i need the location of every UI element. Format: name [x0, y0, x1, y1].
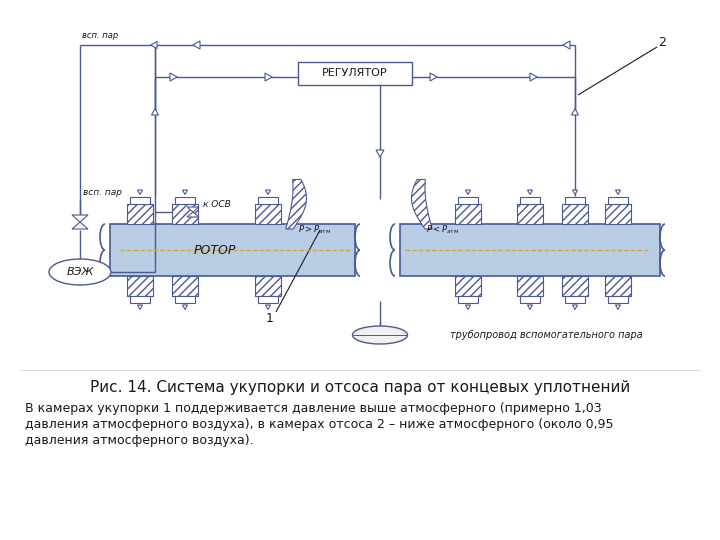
Bar [110, 224, 355, 276]
Bar [455, 276, 481, 296]
Text: трубопровод вспомогательного пара: трубопровод вспомогательного пара [450, 330, 643, 340]
Bar [255, 276, 281, 296]
Text: всп. пар: всп. пар [82, 31, 118, 40]
Bar [562, 276, 588, 296]
Polygon shape [430, 73, 437, 81]
Polygon shape [528, 305, 533, 309]
Bar [172, 276, 198, 296]
Bar [172, 204, 198, 224]
Text: ВЭЖ: ВЭЖ [66, 267, 94, 277]
Bar [517, 204, 543, 224]
Bar [517, 204, 543, 224]
Ellipse shape [353, 326, 408, 344]
Polygon shape [187, 207, 199, 212]
Polygon shape [265, 73, 272, 81]
Bar [298, 62, 412, 85]
Bar [520, 197, 540, 204]
Bar [127, 204, 153, 224]
Polygon shape [182, 305, 187, 309]
Text: давления атмосферного воздуха).: давления атмосферного воздуха). [25, 434, 253, 447]
Bar [458, 296, 478, 303]
Bar [400, 224, 660, 276]
Text: 2: 2 [658, 36, 666, 49]
Bar [258, 296, 278, 303]
Bar [458, 197, 478, 204]
Text: всп. пар: всп. пар [83, 188, 122, 197]
Polygon shape [150, 42, 157, 49]
Bar [172, 204, 198, 224]
Bar [130, 197, 150, 204]
Bar [608, 197, 628, 204]
Polygon shape [466, 190, 470, 194]
Ellipse shape [49, 259, 111, 285]
Text: РЕГУЛЯТОР: РЕГУЛЯТОР [322, 69, 388, 78]
Polygon shape [266, 190, 271, 194]
Bar [605, 276, 631, 296]
Polygon shape [572, 190, 577, 194]
Polygon shape [466, 305, 470, 309]
Bar [255, 204, 281, 224]
Bar [562, 276, 588, 296]
Bar [130, 296, 150, 303]
Bar [455, 204, 481, 224]
Polygon shape [572, 305, 577, 309]
Polygon shape [412, 179, 432, 229]
Polygon shape [616, 305, 621, 309]
Polygon shape [616, 190, 621, 194]
Bar [255, 204, 281, 224]
Text: В камерах укупорки 1 поддерживается давление выше атмосферного (примерно 1,03: В камерах укупорки 1 поддерживается давл… [25, 402, 602, 415]
Polygon shape [530, 73, 537, 81]
Polygon shape [376, 150, 384, 157]
Polygon shape [72, 215, 88, 222]
Bar [127, 276, 153, 296]
Bar [605, 204, 631, 224]
Polygon shape [170, 73, 177, 81]
Polygon shape [187, 212, 199, 217]
Bar [172, 276, 198, 296]
Polygon shape [286, 179, 307, 229]
Polygon shape [528, 190, 533, 194]
Text: $P>P_{атм}$: $P>P_{атм}$ [298, 224, 332, 237]
Polygon shape [138, 190, 143, 194]
Bar [255, 276, 281, 296]
Bar [455, 276, 481, 296]
Text: к ОСВ: к ОСВ [203, 200, 230, 209]
Bar [565, 197, 585, 204]
Bar [605, 204, 631, 224]
Bar [608, 296, 628, 303]
Bar [127, 276, 153, 296]
Polygon shape [193, 41, 200, 49]
Bar [517, 276, 543, 296]
Bar [175, 197, 195, 204]
Polygon shape [151, 109, 158, 115]
Bar [175, 296, 195, 303]
Polygon shape [572, 109, 578, 115]
Bar [562, 204, 588, 224]
Polygon shape [72, 222, 88, 229]
Bar [455, 204, 481, 224]
Text: давления атмосферного воздуха), в камерах отсоса 2 – ниже атмосферного (около 0,: давления атмосферного воздуха), в камера… [25, 418, 613, 431]
Text: $P<P_{атм}$: $P<P_{атм}$ [426, 224, 460, 237]
Polygon shape [266, 305, 271, 309]
Text: Рис. 14. Система укупорки и отсоса пара от концевых уплотнений: Рис. 14. Система укупорки и отсоса пара … [90, 380, 630, 395]
Bar [258, 197, 278, 204]
Polygon shape [182, 190, 187, 194]
Bar [562, 204, 588, 224]
Bar [565, 296, 585, 303]
Polygon shape [563, 41, 570, 49]
Polygon shape [138, 305, 143, 309]
Bar [605, 276, 631, 296]
Bar [517, 276, 543, 296]
Bar [520, 296, 540, 303]
Text: РОТОР: РОТОР [194, 244, 236, 256]
Text: 1: 1 [266, 312, 274, 325]
Bar [127, 204, 153, 224]
